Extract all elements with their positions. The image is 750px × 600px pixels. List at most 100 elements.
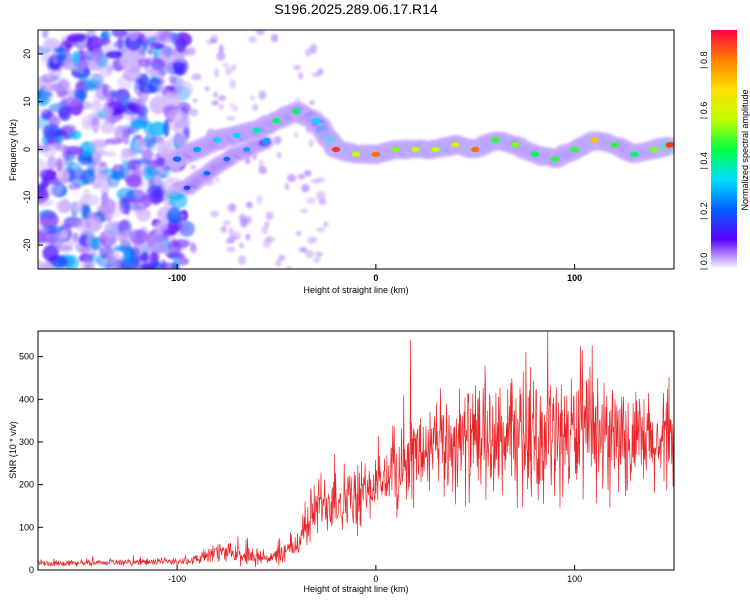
noise-blob <box>129 252 138 264</box>
noise-blob <box>158 30 176 43</box>
noise-blob <box>171 238 191 249</box>
noise-blob <box>150 143 161 151</box>
noise-blob <box>69 130 82 140</box>
noise-blob <box>210 38 217 44</box>
noise-blob <box>101 30 111 41</box>
snr-x-axis-label: Height of straight line (km) <box>303 584 408 594</box>
noise-blob <box>133 138 147 152</box>
noise-blob <box>151 241 169 254</box>
noise-blob <box>229 79 237 89</box>
noise-blob <box>116 37 124 50</box>
noise-blob <box>167 109 185 122</box>
noise-blob <box>213 91 218 98</box>
colorbar-label: Normalized spectral amplitude <box>740 89 750 210</box>
noise-blob <box>105 50 123 59</box>
noise-blob <box>39 211 59 229</box>
noise-blob <box>162 165 171 172</box>
noise-blob <box>232 104 239 112</box>
noise-blob <box>210 210 219 218</box>
noise-blob <box>306 197 316 205</box>
noise-blob <box>168 74 177 84</box>
noise-blob <box>84 253 92 269</box>
ridge-point <box>172 156 182 162</box>
noise-blob <box>218 44 224 55</box>
ridge-point <box>610 142 619 148</box>
noise-blob <box>248 36 257 44</box>
ridge-point <box>252 127 261 134</box>
noise-blob <box>215 176 221 183</box>
x-tick-label: 0 <box>373 574 378 584</box>
colorbar-ticks: 0.0 0.2 0.4 0.6 0.8 <box>699 51 709 270</box>
noise-blob <box>161 45 174 58</box>
noise-blob <box>173 120 191 138</box>
noise-blob <box>133 78 145 96</box>
noise-blob <box>143 165 155 181</box>
noise-blob <box>231 64 237 71</box>
noise-blob <box>308 138 314 148</box>
spectrogram-noise <box>38 30 329 269</box>
y-tick-label: 300 <box>19 437 34 447</box>
noise-blob <box>300 208 309 214</box>
noise-blob <box>175 36 187 53</box>
noise-blob <box>111 170 125 181</box>
noise-blob <box>76 60 89 69</box>
noise-blob <box>287 173 297 183</box>
noise-blob <box>315 251 323 258</box>
noise-blob <box>247 201 252 209</box>
noise-blob <box>123 263 134 269</box>
noise-blob <box>218 103 225 110</box>
noise-blob <box>149 78 165 85</box>
noise-blob <box>131 118 148 130</box>
noise-blob <box>224 67 233 76</box>
noise-blob <box>214 68 219 79</box>
noise-blob <box>42 244 59 262</box>
noise-blob <box>99 187 109 196</box>
noise-blob <box>142 198 152 208</box>
noise-blob <box>150 58 166 71</box>
noise-blob <box>252 103 259 112</box>
noise-blob <box>307 236 318 244</box>
ridge-point <box>649 146 659 153</box>
noise-blob <box>55 144 69 152</box>
noise-blob <box>127 103 137 111</box>
snr-panel: -100 0 100 0 100 200 300 400 500 Height of strai… <box>8 330 675 594</box>
ridge-point <box>451 142 460 148</box>
noise-blob <box>147 48 154 56</box>
noise-blob <box>122 68 143 82</box>
noise-blob <box>119 50 135 69</box>
ridge-point <box>232 132 241 138</box>
y-tick-label: 400 <box>19 394 34 404</box>
noise-blob <box>262 238 271 249</box>
noise-blob <box>313 257 321 263</box>
ridge-point <box>223 156 231 162</box>
ridge-point <box>371 151 381 157</box>
spectrogram-plot-area <box>38 30 674 269</box>
noise-blob <box>57 80 69 92</box>
noise-blob <box>216 51 226 61</box>
noise-blob <box>226 246 236 253</box>
noise-blob <box>107 101 124 109</box>
x-tick-label: 100 <box>567 273 582 283</box>
noise-blob <box>293 64 302 71</box>
colorbar-tick-label: 0.8 <box>699 51 709 64</box>
noise-blob <box>95 83 113 101</box>
noise-blob <box>38 115 50 130</box>
noise-blob <box>177 223 191 233</box>
noise-blob <box>90 48 105 62</box>
noise-blob <box>128 229 149 245</box>
snr-plot-area <box>38 331 674 568</box>
noise-blob <box>300 183 311 193</box>
noise-blob <box>275 259 282 267</box>
noise-blob <box>174 81 194 98</box>
noise-blob <box>297 247 306 253</box>
noise-blob <box>149 121 167 137</box>
noise-blob <box>162 229 170 241</box>
ridge-point <box>630 151 639 157</box>
noise-blob <box>211 100 219 106</box>
noise-blob <box>177 257 190 266</box>
noise-blob <box>127 126 135 134</box>
noise-blob <box>104 138 123 145</box>
ridge-point <box>351 151 361 157</box>
